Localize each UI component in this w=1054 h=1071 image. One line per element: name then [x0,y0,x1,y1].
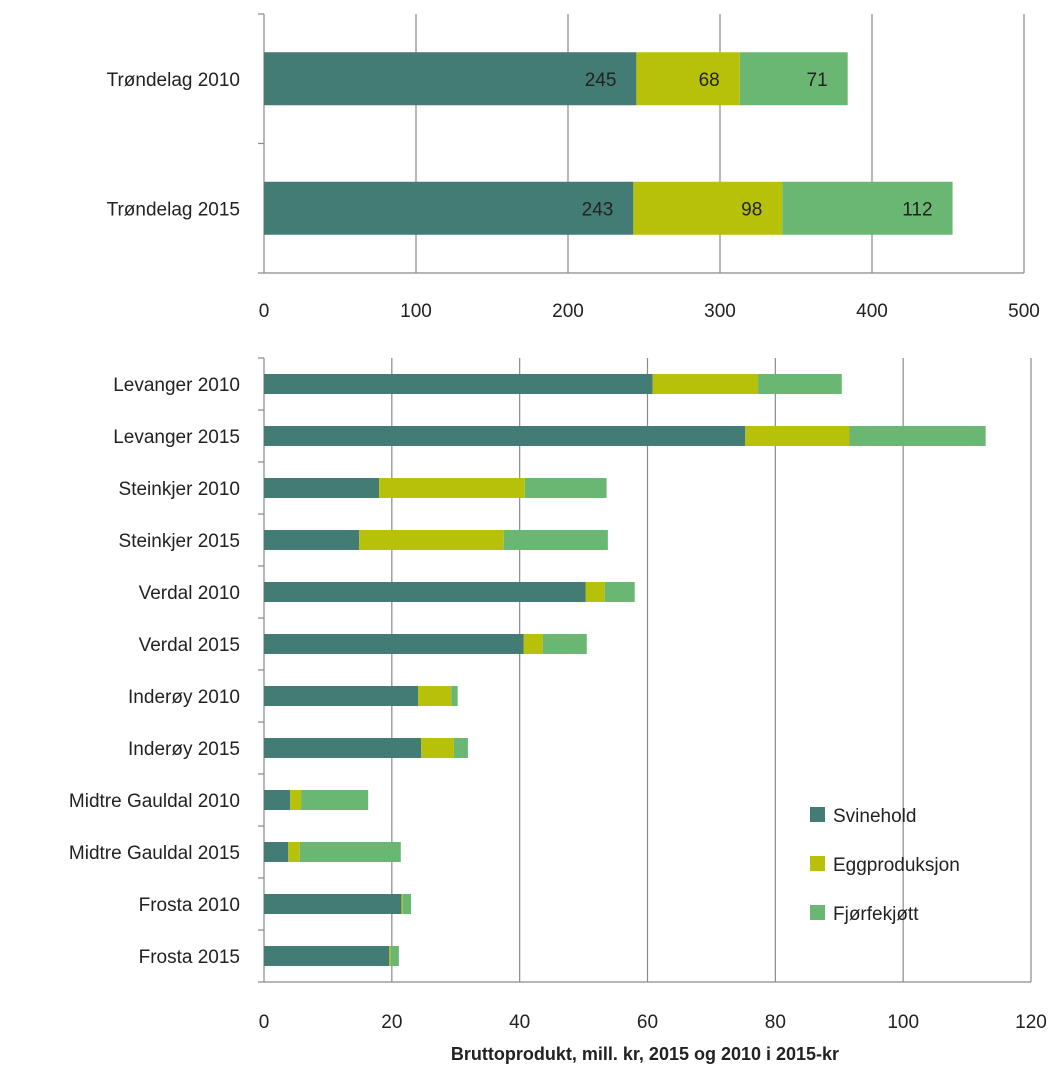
data-label: 245 [585,70,617,91]
bar-eggproduksjon-verdal-2015 [523,634,543,654]
category-label: Levanger 2015 [113,427,240,448]
bar-fjorfekjott-inderoy-2010 [451,686,458,706]
legend-swatch-fjorfekjott [810,905,825,920]
data-label: 98 [741,199,762,220]
category-label: Frosta 2015 [139,947,240,968]
bar-svinehold-steinkjer-2015 [264,530,360,550]
x-tick-label: 100 [400,301,432,322]
bar-fjorfekjott-trondelag-2010 [739,52,848,106]
category-label: Verdal 2010 [139,583,240,604]
bar-svinehold-inderoy-2015 [264,738,422,758]
bar-svinehold-levanger-2010 [264,374,653,394]
category-label: Trøndelag 2010 [107,70,240,91]
bar-eggproduksjon-trondelag-2015 [633,181,783,235]
x-tick-label: 500 [1008,301,1040,322]
bar-eggproduksjon-verdal-2010 [585,582,605,602]
category-label: Midtre Gauldal 2015 [69,843,240,864]
x-tick-label: 0 [259,1012,270,1033]
bar-svinehold-trondelag-2010 [264,52,637,106]
x-tick-label: 0 [259,301,270,322]
bar-eggproduksjon-steinkjer-2015 [359,530,504,550]
bar-svinehold-inderoy-2010 [264,686,419,706]
legend-label-eggproduksjon: Eggproduksjon [833,855,960,876]
x-tick-label: 40 [509,1012,530,1033]
category-label: Levanger 2010 [113,375,240,396]
x-tick-label: 120 [1015,1012,1047,1033]
x-tick-label: 400 [856,301,888,322]
bar-fjorfekjott-levanger-2010 [758,374,842,394]
bar-svinehold-trondelag-2015 [264,181,634,235]
bar-svinehold-frosta-2015 [264,946,390,966]
legend-label-svinehold: Svinehold [833,806,916,827]
legend-swatch-svinehold [810,807,825,822]
bar-svinehold-midtre-gauldal-2015 [264,842,289,862]
x-tick-label: 300 [704,301,736,322]
data-label: 68 [699,70,720,91]
legend-swatch-eggproduksjon [810,856,825,871]
bar-eggproduksjon-levanger-2010 [652,374,759,394]
bar-fjorfekjott-steinkjer-2010 [524,478,607,498]
x-axis-title: Bruttoprodukt, mill. kr, 2015 og 2010 i … [451,1044,839,1064]
bar-svinehold-verdal-2010 [264,582,586,602]
bar-fjorfekjott-verdal-2015 [542,634,587,654]
bottom-chart: 0 20 40 60 80 100 120 Levanger 2010 Levanger 201… [69,357,1047,1033]
category-label: Frosta 2010 [139,895,240,916]
category-label: Verdal 2015 [139,635,240,656]
legend: Svinehold Eggproduksjon Fjørfekjøtt [810,806,960,925]
bar-fjorfekjott-steinkjer-2015 [503,530,608,550]
bar-svinehold-frosta-2010 [264,894,402,914]
category-label: Inderøy 2015 [128,739,240,760]
x-tick-label: 200 [552,301,584,322]
data-label: 71 [807,70,828,91]
category-label: Midtre Gauldal 2010 [69,791,240,812]
x-tick-label: 100 [887,1012,919,1033]
bar-eggproduksjon-levanger-2015 [745,426,850,446]
bar-svinehold-levanger-2015 [264,426,746,446]
bar-eggproduksjon-steinkjer-2010 [379,478,525,498]
bar-eggproduksjon-frosta-2010 [401,894,403,914]
top-chart: 0 100 200 300 400 500 Trøndelag 2010 245 68 71 Trø… [107,13,1040,322]
bar-eggproduksjon-midtre-gauldal-2015 [288,842,300,862]
bar-fjorfekjott-trondelag-2015 [782,181,953,235]
bar-fjorfekjott-frosta-2010 [402,894,412,914]
category-label: Inderøy 2010 [128,687,240,708]
bar-fjorfekjott-levanger-2015 [849,426,986,446]
data-label: 243 [582,199,614,220]
bar-svinehold-steinkjer-2010 [264,478,380,498]
x-tick-label: 20 [381,1012,402,1033]
bar-eggproduksjon-inderoy-2015 [421,738,454,758]
bar-fjorfekjott-midtre-gauldal-2015 [299,842,401,862]
bar-eggproduksjon-midtre-gauldal-2010 [290,790,302,810]
bar-fjorfekjott-frosta-2015 [390,946,399,966]
bar-fjorfekjott-inderoy-2015 [453,738,468,758]
bar-svinehold-verdal-2015 [264,634,524,654]
bar-fjorfekjott-verdal-2010 [604,582,635,602]
data-label: 112 [902,199,932,220]
x-tick-label: 80 [765,1012,786,1033]
bar-eggproduksjon-inderoy-2010 [418,686,452,706]
bar-fjorfekjott-midtre-gauldal-2010 [301,790,369,810]
category-label: Trøndelag 2015 [107,199,240,220]
bar-eggproduksjon-trondelag-2010 [636,52,740,106]
bar-svinehold-midtre-gauldal-2010 [264,790,291,810]
category-label: Steinkjer 2010 [119,479,240,500]
category-label: Steinkjer 2015 [119,531,240,552]
legend-label-fjorfekjott: Fjørfekjøtt [833,904,919,925]
bar-eggproduksjon-frosta-2015 [389,946,391,966]
x-tick-label: 60 [637,1012,658,1033]
